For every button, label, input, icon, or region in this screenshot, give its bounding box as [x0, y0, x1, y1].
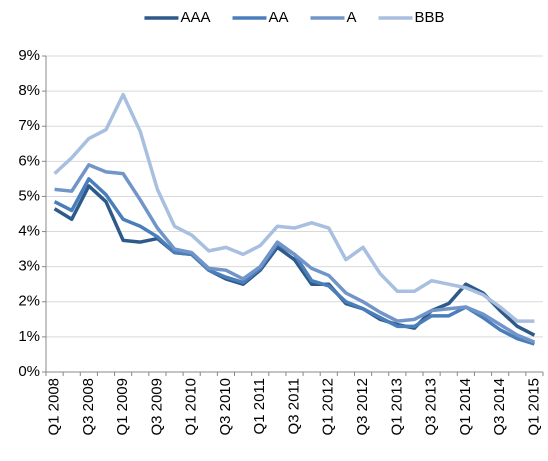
x-tick-label: Q1 2012 [320, 378, 337, 436]
y-tick-label: 4% [18, 223, 40, 240]
legend-label: A [347, 9, 357, 26]
y-tick-label: 1% [18, 328, 40, 345]
x-tick-label: Q1 2008 [46, 378, 63, 436]
x-tick-label: Q3 2008 [80, 378, 97, 436]
x-tick-label: Q3 2009 [148, 378, 165, 436]
series-line [53, 92, 535, 323]
x-tick-label: Q1 2010 [183, 378, 200, 436]
y-tick-label: 8% [18, 82, 40, 99]
y-tick-label: 5% [18, 187, 40, 204]
legend-label: BBB [415, 9, 445, 26]
x-tick-label: Q1 2013 [388, 378, 405, 436]
series-line [54, 163, 536, 344]
y-tick-label: 6% [18, 152, 40, 169]
x-tick-label: Q3 2011 [285, 378, 302, 434]
x-tick-label: Q1 2014 [457, 378, 474, 436]
x-tick-label: Q1 2011 [251, 378, 268, 434]
x-tick-label: Q3 2012 [354, 378, 371, 436]
x-tick-label: Q3 2010 [217, 378, 234, 436]
legend-label: AAA [180, 9, 210, 26]
y-tick-label: 3% [18, 258, 40, 275]
x-tick-label: Q3 2013 [423, 378, 440, 436]
y-tick-label: 2% [18, 293, 40, 310]
x-tick-label: Q1 2015 [525, 378, 542, 436]
series-line [53, 184, 536, 337]
y-tick-label: 9% [18, 47, 40, 64]
y-tick-label: 0% [18, 363, 40, 380]
x-tick-label: Q1 2009 [114, 378, 131, 436]
x-tick-label: Q3 2014 [491, 378, 508, 436]
legend-label: AA [268, 9, 288, 26]
y-tick-label: 7% [18, 117, 40, 134]
